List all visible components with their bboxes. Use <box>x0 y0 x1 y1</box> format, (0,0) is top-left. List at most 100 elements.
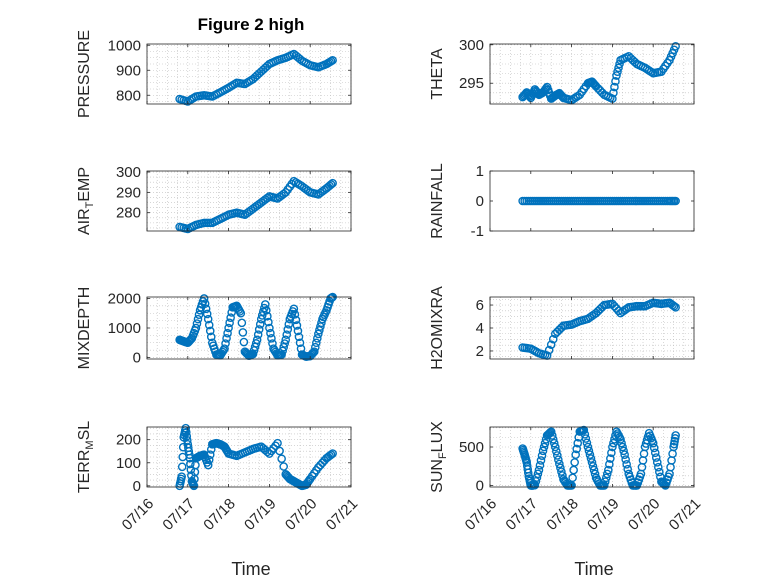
data-point-interp <box>572 444 582 454</box>
data-point-interp <box>244 207 254 216</box>
data-point-interp <box>615 433 624 442</box>
data-point-interp <box>614 306 623 316</box>
data-point-interp <box>646 67 656 77</box>
data-point-interp <box>540 196 550 206</box>
data-point <box>203 314 213 324</box>
y-tick-label: 300 <box>116 164 141 181</box>
data-point-interp <box>261 63 270 73</box>
data-point-interp <box>239 337 249 347</box>
data-point-interp <box>535 460 545 470</box>
y-tick-label: 1000 <box>108 320 141 337</box>
data-point-interp <box>532 196 542 206</box>
data-point-interp <box>263 193 272 203</box>
axes-box <box>489 43 695 105</box>
data-point-interp <box>544 345 554 355</box>
x-tick-label: 07/18 <box>543 495 582 534</box>
data-point-interp <box>630 196 640 206</box>
data-point-interp <box>607 448 616 458</box>
x-axis-label-right: Time <box>574 559 613 579</box>
data-point-interp <box>287 179 297 189</box>
data-point-interp <box>326 450 336 459</box>
data-point-interp <box>618 442 627 452</box>
data-point-interp <box>646 299 656 308</box>
data-point-interp <box>586 454 596 463</box>
data-point-interp <box>184 337 194 346</box>
data-point-interp <box>588 78 598 88</box>
y-tick-label: 900 <box>116 62 141 79</box>
y-tick-label: 800 <box>116 87 141 104</box>
data-point-interp <box>259 303 269 313</box>
y-axis-label-subscript: F <box>437 452 449 459</box>
data-point-interp <box>307 349 317 359</box>
data-point <box>538 446 548 456</box>
data-point-interp <box>294 332 304 342</box>
data-point-interp <box>650 448 660 458</box>
data-point <box>265 323 274 333</box>
data-point-interp <box>628 55 638 65</box>
data-point-interp <box>316 322 325 331</box>
y-axis-label-main: H2OMIXRA <box>429 286 446 370</box>
data-point-interp <box>584 446 594 456</box>
data-point-interp <box>622 196 631 206</box>
data-point-interp <box>540 438 550 448</box>
data-point-interp <box>606 454 615 463</box>
y-tick-label: 500 <box>459 439 484 456</box>
data-point-interp <box>222 334 231 343</box>
y-axis-label-main: PRESSURE <box>76 30 93 118</box>
data-point-interp <box>198 297 208 306</box>
data-point-interp <box>263 311 272 321</box>
data-point-interp <box>610 82 619 92</box>
data-point <box>652 458 662 467</box>
data-point-interp <box>670 434 680 443</box>
x-tick-label: 07/17 <box>502 495 541 534</box>
data-point-interp <box>533 469 543 479</box>
data-point-interp <box>523 468 533 478</box>
data-point-interp <box>543 430 553 439</box>
data-point-interp <box>523 465 533 474</box>
data-point-interp <box>295 338 305 348</box>
data-point-interp <box>279 342 288 352</box>
x-tick-label: 07/18 <box>200 495 239 534</box>
data-point-interp <box>176 474 186 484</box>
data-point-interp <box>189 480 198 489</box>
data-point-interp <box>283 325 293 334</box>
subplot-rainfall-3: -1 0 1 RAINFALL <box>429 163 695 240</box>
data-point-interp <box>573 438 583 448</box>
data-point-interp <box>669 196 679 206</box>
data-point-interp <box>202 309 212 319</box>
y-axis-label-main: TERR <box>76 450 93 494</box>
data-point-interp <box>326 180 336 189</box>
data-point-interp <box>325 181 334 191</box>
axes-box <box>146 170 352 232</box>
data-point-interp <box>313 334 322 343</box>
data-point-interp <box>614 63 623 73</box>
y-tick-label: 0 <box>476 477 484 494</box>
y-axis-label: SUNFLUX <box>429 421 449 493</box>
data-point-interp <box>205 326 215 336</box>
data-point-interp <box>230 450 240 460</box>
y-axis-label-main: RAINFALL <box>429 163 446 239</box>
data-point <box>293 326 303 336</box>
data-point-interp <box>571 93 580 102</box>
data-point-interp <box>521 456 531 465</box>
data-point-interp <box>325 451 334 461</box>
y-axis-label-subscript: T <box>84 201 96 208</box>
data-point-interp <box>186 459 195 469</box>
y-tick-label: 290 <box>116 184 141 201</box>
data-point-interp <box>237 318 247 328</box>
data-point-interp <box>609 438 618 448</box>
data-point-interp <box>635 472 645 482</box>
y-axis-label-rest: EMP <box>76 167 93 202</box>
data-point-interp <box>606 299 615 309</box>
data-point <box>587 458 597 467</box>
data-point-interp <box>656 472 665 482</box>
data-point-interp <box>609 88 618 98</box>
data-point-interp <box>201 304 211 314</box>
y-tick-label: 1 <box>476 163 484 180</box>
data-point-interp <box>225 318 234 328</box>
axes-box <box>146 426 352 488</box>
y-tick-label: 6 <box>476 297 484 314</box>
data-point-interp <box>557 196 566 206</box>
